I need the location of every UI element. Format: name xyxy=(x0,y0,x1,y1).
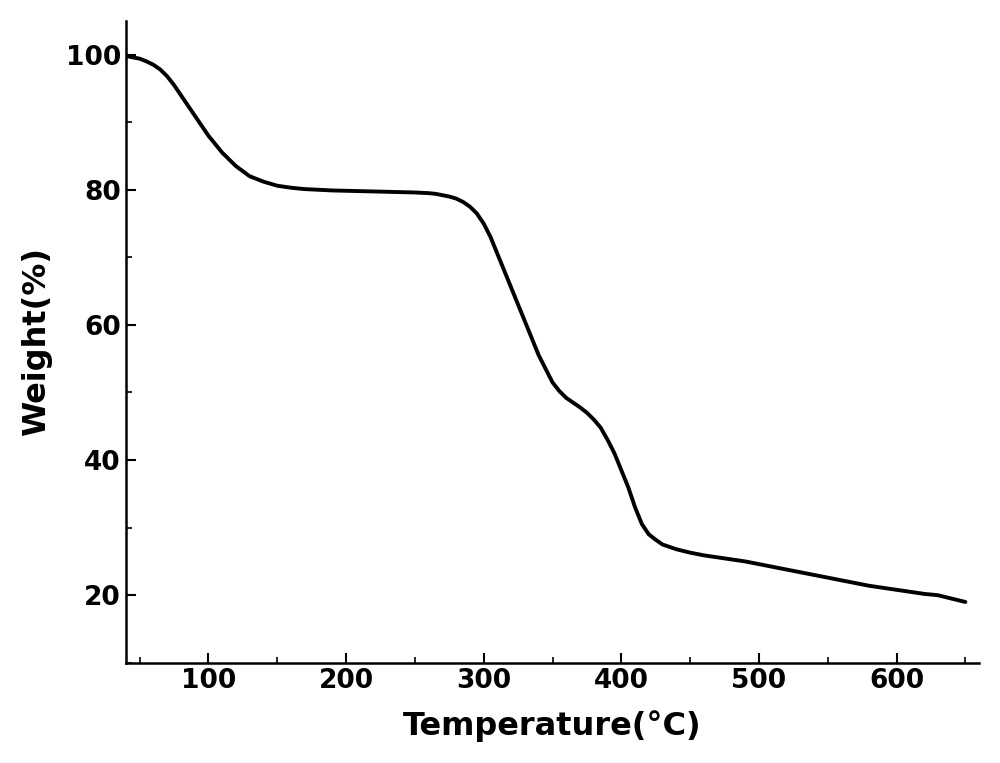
X-axis label: Temperature(°C): Temperature(°C) xyxy=(403,710,702,742)
Y-axis label: Weight(%): Weight(%) xyxy=(21,247,52,436)
